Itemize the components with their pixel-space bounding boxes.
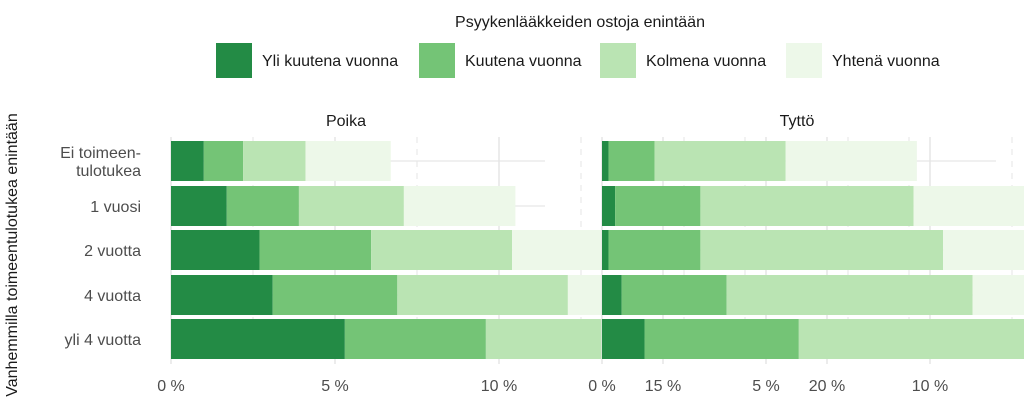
category-label-4: yli 4 vuotta [65,332,142,349]
bar-segment [700,186,914,226]
bar-segment [972,275,1024,315]
bar-segment [272,275,398,315]
bar-segment [305,141,391,181]
panel-title-poika: Poika [326,113,366,130]
bar-segment [602,186,616,226]
bar-segment [785,141,917,181]
bar-segment [608,141,655,181]
bar-segment [203,141,244,181]
legend-label-2: Kolmena vuonna [646,53,766,70]
legend-swatch-3 [786,43,822,78]
bar-segment [798,319,1024,359]
category-label-3: 4 vuotta [84,288,141,305]
bar-segment [602,319,645,359]
bar-segment [608,230,701,270]
bar-segment [171,186,227,226]
bar-segment [644,319,799,359]
bar-segment [298,186,404,226]
legend-label-3: Yhtenä vuonna [832,53,940,70]
bar-segment [371,230,513,270]
bar-segment [700,230,944,270]
bar-segment [344,319,486,359]
x-tick-label: 0 % [588,378,616,395]
bar-segment [171,230,260,270]
bar-segment [397,275,568,315]
legend: Yli kuutena vuonna Kuutena vuonna Kolmena … [216,43,940,78]
category-label-0: Ei toimeen-tulotukea [60,145,141,180]
x-tick-label: 20 % [809,378,845,395]
bar-segment [615,186,701,226]
category-label-1: 1 vuosi [90,199,141,216]
bar-segment [602,230,609,270]
x-tick-label: 5 % [752,378,780,395]
bar-segment [171,141,204,181]
bar-segment [226,186,299,226]
bar-segment [913,186,1024,226]
bar-segment [403,186,516,226]
bar-segment [621,275,727,315]
x-tick-label: 10 % [481,378,517,395]
panel-title-tytto: Tyttö [780,113,815,130]
bar-segment [171,319,345,359]
bar-segment [171,275,273,315]
legend-swatch-1 [419,43,455,78]
bar-segment [259,230,372,270]
x-tick-label: 10 % [912,378,948,395]
legend-label-1: Kuutena vuonna [465,53,582,70]
legend-swatch-2 [600,43,636,78]
legend-title: Psyykenlääkkeiden ostoja enintään [455,14,705,31]
bar-segment [726,275,973,315]
bar-segment [243,141,306,181]
bar-segment [602,141,609,181]
bar-segment [602,275,622,315]
x-tick-label: 0 % [157,378,185,395]
x-tick-label: 15 % [645,378,681,395]
bar-segment [943,230,1024,270]
y-axis-title: Vanhemmilla toimeentulotukea enintään [4,113,21,396]
legend-swatch-0 [216,43,252,78]
category-label-2: 2 vuotta [84,243,141,260]
panel-tytto: 0 % 5 % 10 % 15 % 20 % [588,137,1024,395]
x-tick-label: 5 % [321,378,349,395]
legend-label-0: Yli kuutena vuonna [262,53,398,70]
category-labels: Ei toimeen-tulotukea 1 vuosi 2 vuotta 4 vuo… [60,145,141,349]
bar-segment [654,141,786,181]
